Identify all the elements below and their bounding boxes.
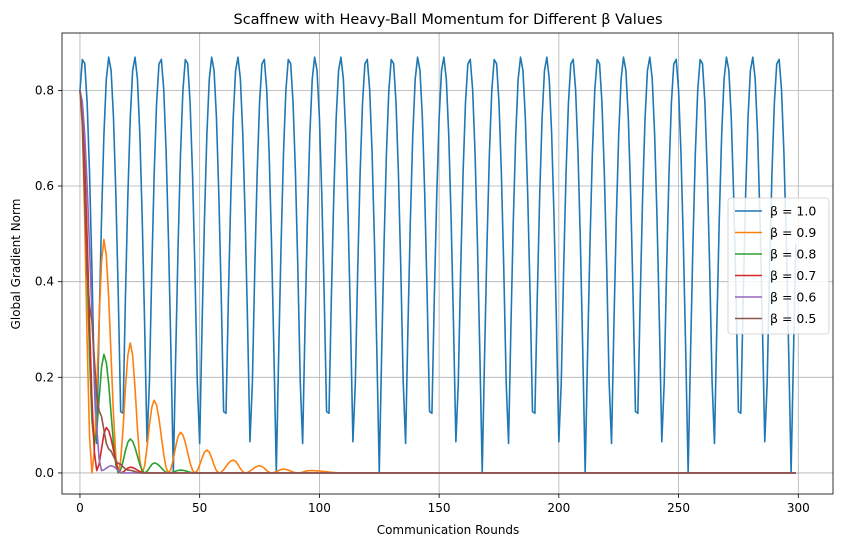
legend-entry: β = 0.8: [770, 247, 816, 262]
y-axis-ticks: 0.0 0.2 0.4 0.6 0.8: [35, 83, 62, 480]
y-tick-label: 0.6: [35, 179, 54, 193]
y-tick-label: 0.0: [35, 466, 54, 480]
series-line-0: [79, 56, 797, 473]
plot-frame: [61, 32, 834, 495]
legend-entry: β = 0.7: [770, 268, 816, 283]
x-tick-label: 100: [308, 501, 331, 515]
legend-entry: β = 0.5: [770, 311, 816, 326]
x-axis-ticks: 0 50 100 150 200 250 300: [76, 494, 810, 515]
x-tick-label: 0: [76, 501, 84, 515]
y-tick-label: 0.2: [35, 370, 54, 384]
y-axis-label: Global Gradient Norm: [9, 199, 23, 330]
x-axis-label: Communication Rounds: [377, 523, 520, 537]
x-tick-label: 50: [192, 501, 207, 515]
x-tick-label: 250: [667, 501, 690, 515]
x-tick-label: 200: [547, 501, 570, 515]
legend-entry: β = 0.6: [770, 290, 816, 305]
y-tick-label: 0.8: [35, 83, 54, 97]
legend-entry: β = 1.0: [770, 204, 816, 219]
y-tick-label: 0.4: [35, 275, 54, 289]
series-line-5: [79, 90, 796, 474]
chart-title: Scaffnew with Heavy-Ball Momentum for Di…: [234, 12, 663, 28]
legend: β = 1.0 β = 0.9 β = 0.8 β = 0.7 β = 0.6 β = 0…: [727, 197, 830, 335]
x-tick-label: 300: [787, 501, 810, 515]
x-tick-label: 150: [428, 501, 451, 515]
legend-entry: β = 0.9: [770, 225, 816, 240]
series-lines: [79, 56, 797, 474]
